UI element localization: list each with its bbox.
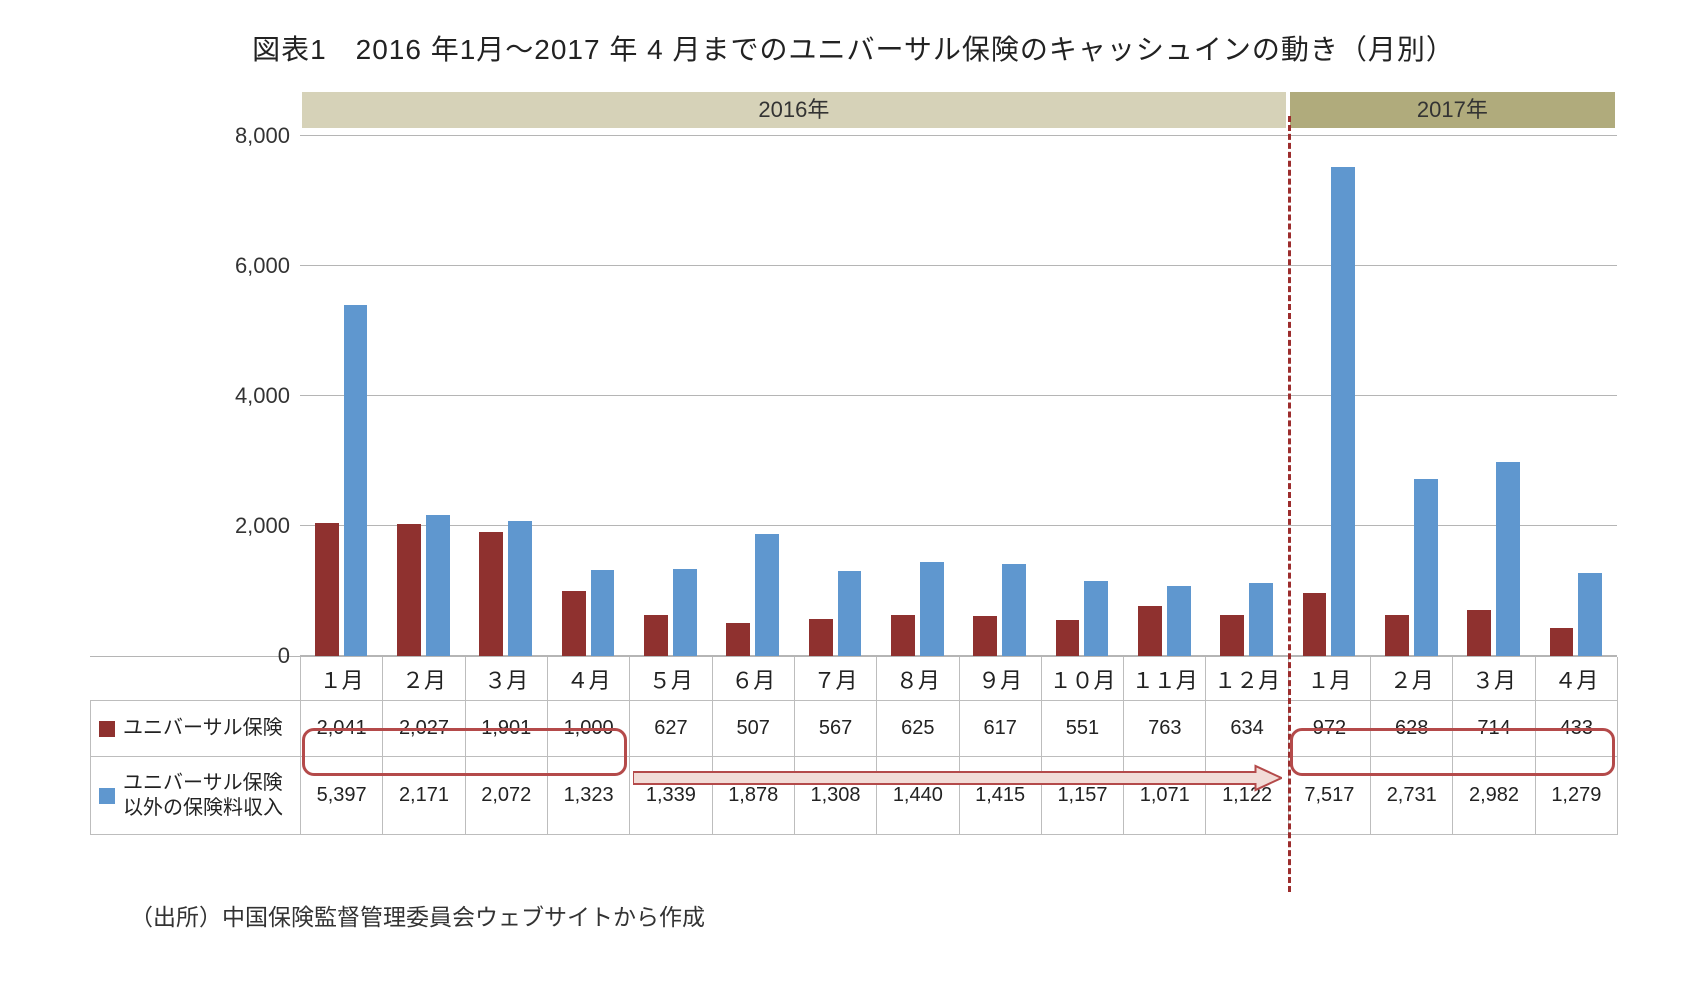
bar [344, 305, 368, 656]
x-axis-label: １月 [1289, 657, 1371, 701]
table-cell: 1,157 [1042, 757, 1124, 835]
table-cell: 627 [630, 701, 712, 757]
table-cell: 2,982 [1453, 757, 1535, 835]
x-axis-label: ４月 [1536, 657, 1618, 701]
year-divider [1288, 116, 1291, 892]
table-cell: 2,027 [383, 701, 465, 757]
table-cell: 2,041 [301, 701, 383, 757]
bar [1138, 606, 1162, 656]
table-cell: 567 [795, 701, 877, 757]
bar [1002, 564, 1026, 656]
x-axis-label: ６月 [713, 657, 795, 701]
table-cell: 507 [713, 701, 795, 757]
x-axis-label: １１月 [1124, 657, 1206, 701]
bar [1167, 586, 1191, 656]
table-cell: 714 [1453, 701, 1535, 757]
bar [1249, 583, 1273, 656]
legend-marker-icon [99, 788, 115, 804]
bar [315, 523, 339, 656]
bar [1496, 462, 1520, 656]
table-cell: 1,440 [877, 757, 959, 835]
table-cell: 2,171 [383, 757, 465, 835]
legend-label: ユニバーサル保険 [123, 716, 283, 741]
table-cell: 1,279 [1536, 757, 1618, 835]
legend-marker-icon [99, 721, 115, 737]
x-axis-label: ５月 [630, 657, 712, 701]
y-tick-label: 4,000 [235, 383, 300, 409]
table-cell: 1,415 [960, 757, 1042, 835]
table-cell: 628 [1371, 701, 1453, 757]
table-cell: 1,308 [795, 757, 877, 835]
year-band: 2016年 [302, 92, 1286, 128]
table-cell: 634 [1206, 701, 1288, 757]
bar [1220, 615, 1244, 656]
bar [1385, 615, 1409, 656]
bar [508, 521, 532, 656]
x-axis-label: ７月 [795, 657, 877, 701]
table-cell: 625 [877, 701, 959, 757]
bar [397, 524, 421, 656]
source-label: （出所）中国保険監督管理委員会ウェブサイトから作成 [130, 898, 1617, 932]
table-cell: 2,072 [466, 757, 548, 835]
bar [1056, 620, 1080, 656]
table-cell: 1,000 [548, 701, 630, 757]
legend-label: ユニバーサル保険以外の保険料収入 [123, 771, 292, 821]
bar [1084, 581, 1108, 656]
x-axis-label: ４月 [548, 657, 630, 701]
bar [426, 515, 450, 656]
bar [1550, 628, 1574, 656]
table-cell: 1,071 [1124, 757, 1206, 835]
x-axis-label: ８月 [877, 657, 959, 701]
x-axis-label: ２月 [383, 657, 465, 701]
bar [809, 619, 833, 656]
bar [644, 615, 668, 656]
y-tick-label: 6,000 [235, 253, 300, 279]
table-cell: 617 [960, 701, 1042, 757]
legend-cell: ユニバーサル保険以外の保険料収入 [91, 757, 301, 835]
chart-title: 図表1 2016 年1月～2017 年 4 月までのユニバーサル保険のキャッシュ… [90, 28, 1617, 68]
x-axis-label: １月 [301, 657, 383, 701]
x-axis-label: ３月 [1453, 657, 1535, 701]
y-tick-label: 8,000 [235, 123, 300, 149]
table-cell: 1,878 [713, 757, 795, 835]
bar [755, 534, 779, 656]
table-cell: 1,339 [630, 757, 712, 835]
figure: 図表1 2016 年1月～2017 年 4 月までのユニバーサル保険のキャッシュ… [0, 0, 1707, 994]
table-cell: 2,731 [1371, 757, 1453, 835]
y-tick-label: 0 [278, 643, 300, 669]
x-axis-label: ２月 [1371, 657, 1453, 701]
bar [479, 532, 503, 656]
legend-cell: ユニバーサル保険 [91, 701, 301, 757]
bar [1578, 573, 1602, 656]
table-cell: 1,901 [466, 701, 548, 757]
y-tick-label: 2,000 [235, 513, 300, 539]
bar [673, 569, 697, 656]
bar [973, 616, 997, 656]
x-axis-label: １０月 [1042, 657, 1124, 701]
table-cell: 763 [1124, 701, 1206, 757]
bar [891, 615, 915, 656]
table-cell: 5,397 [301, 757, 383, 835]
bar [1331, 167, 1355, 656]
year-band: 2017年 [1290, 92, 1615, 128]
table-cell: 7,517 [1289, 757, 1371, 835]
table-cell: 433 [1536, 701, 1618, 757]
table-cell: 551 [1042, 701, 1124, 757]
x-axis-label: ３月 [466, 657, 548, 701]
x-axis-label: ９月 [960, 657, 1042, 701]
bar [920, 562, 944, 656]
bar [591, 570, 615, 656]
bar [838, 571, 862, 656]
bar [1414, 479, 1438, 657]
table-cell: 1,122 [1206, 757, 1288, 835]
bar [726, 623, 750, 656]
bar [1303, 593, 1327, 656]
bar [1467, 610, 1491, 656]
bar [562, 591, 586, 656]
chart-block: （億元）2016年2017年02,0004,0006,0008,000１月２月３… [90, 92, 1617, 858]
table-cell: 1,323 [548, 757, 630, 835]
table-cell: 972 [1289, 701, 1371, 757]
x-axis-label: １２月 [1206, 657, 1288, 701]
